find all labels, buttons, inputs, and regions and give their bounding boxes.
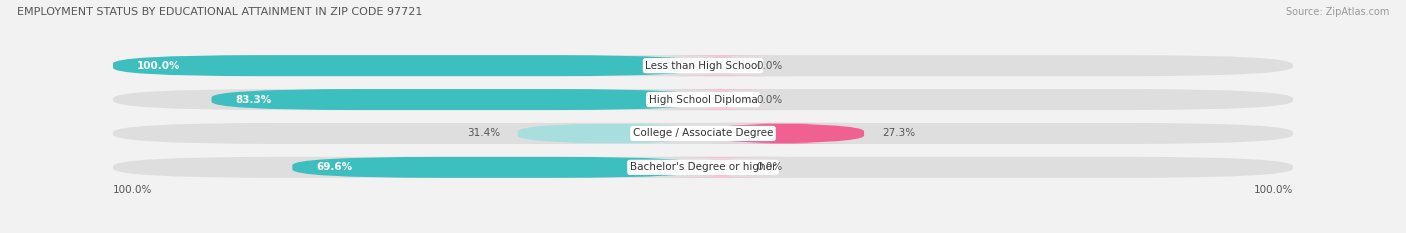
FancyBboxPatch shape [517, 123, 703, 144]
FancyBboxPatch shape [112, 55, 703, 76]
FancyBboxPatch shape [112, 157, 1294, 178]
Text: 0.0%: 0.0% [756, 95, 782, 105]
Text: College / Associate Degree: College / Associate Degree [633, 128, 773, 138]
Text: 27.3%: 27.3% [882, 128, 915, 138]
FancyBboxPatch shape [650, 55, 792, 76]
FancyBboxPatch shape [703, 123, 865, 144]
Text: 100.0%: 100.0% [112, 185, 152, 195]
Text: 69.6%: 69.6% [316, 162, 352, 172]
Text: Bachelor's Degree or higher: Bachelor's Degree or higher [630, 162, 776, 172]
FancyBboxPatch shape [292, 157, 703, 178]
Text: Source: ZipAtlas.com: Source: ZipAtlas.com [1285, 7, 1389, 17]
Text: 100.0%: 100.0% [1254, 185, 1294, 195]
FancyBboxPatch shape [650, 89, 792, 110]
Text: EMPLOYMENT STATUS BY EDUCATIONAL ATTAINMENT IN ZIP CODE 97721: EMPLOYMENT STATUS BY EDUCATIONAL ATTAINM… [17, 7, 422, 17]
Text: 100.0%: 100.0% [136, 61, 180, 71]
FancyBboxPatch shape [112, 123, 1294, 144]
Text: High School Diploma: High School Diploma [648, 95, 758, 105]
Text: 0.0%: 0.0% [756, 162, 782, 172]
FancyBboxPatch shape [650, 157, 792, 178]
Text: 83.3%: 83.3% [235, 95, 271, 105]
Text: 31.4%: 31.4% [467, 128, 501, 138]
FancyBboxPatch shape [211, 89, 703, 110]
Text: 0.0%: 0.0% [756, 61, 782, 71]
FancyBboxPatch shape [112, 55, 1294, 76]
FancyBboxPatch shape [112, 89, 1294, 110]
Text: Less than High School: Less than High School [645, 61, 761, 71]
